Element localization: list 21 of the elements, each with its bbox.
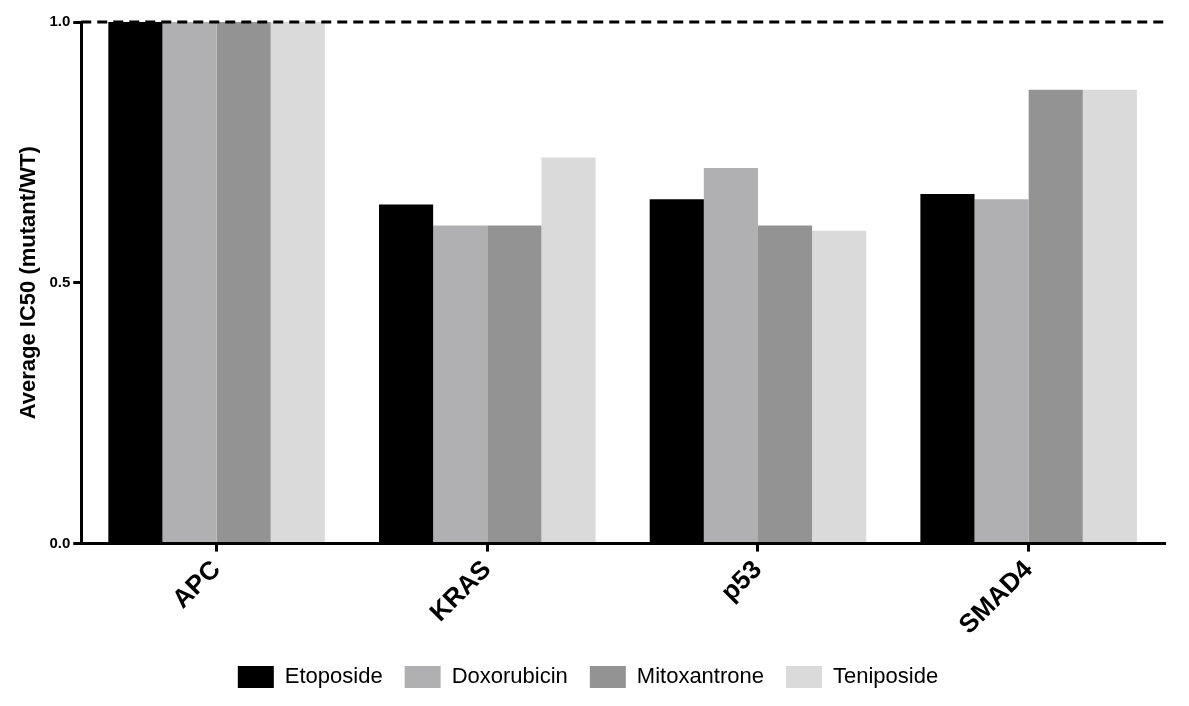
bar bbox=[216, 22, 271, 543]
y-axis-title: Average IC50 (mutant/WT) bbox=[15, 146, 41, 420]
y-tick-label: 0.0 bbox=[49, 533, 71, 551]
bar bbox=[162, 22, 217, 543]
bar bbox=[270, 22, 325, 543]
y-tick-label: 0.5 bbox=[49, 272, 71, 290]
bar bbox=[703, 168, 758, 543]
y-tick-label: 1.0 bbox=[49, 12, 71, 30]
legend-label: Doxorubicin bbox=[451, 663, 568, 689]
bar bbox=[812, 230, 867, 543]
bar bbox=[487, 225, 542, 543]
bar bbox=[433, 225, 488, 543]
bar bbox=[1082, 89, 1137, 543]
legend-label: Mitoxantrone bbox=[636, 663, 765, 689]
bar bbox=[1028, 89, 1083, 543]
legend-label: Teniposide bbox=[833, 663, 939, 689]
bar bbox=[974, 199, 1029, 543]
x-tick-label: p53 bbox=[714, 553, 768, 607]
bar bbox=[541, 157, 596, 543]
legend-label: Etoposide bbox=[284, 663, 383, 689]
bar bbox=[757, 225, 813, 543]
